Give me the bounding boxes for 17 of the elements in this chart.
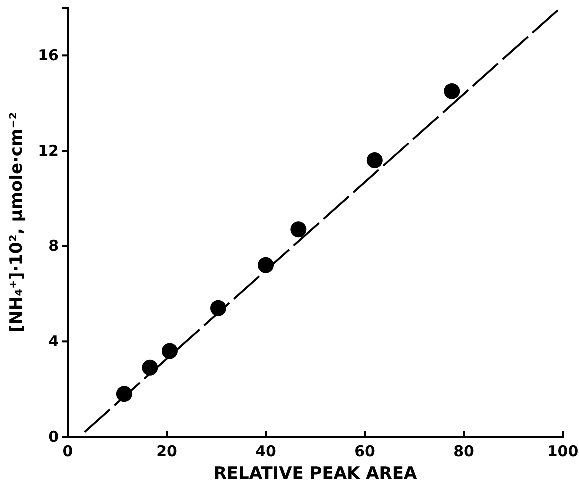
point: [290, 222, 307, 238]
x-tick-label: 0: [62, 442, 74, 460]
x-tick-label: 100: [547, 442, 579, 460]
y-axis-title: [NH₄⁺]·10², μmole·cm⁻²: [7, 112, 27, 333]
x-tick-label: 60: [354, 442, 376, 460]
y-tick-label: 4: [48, 332, 59, 350]
y-tick-label: 8: [48, 237, 59, 256]
y-tick-label: 0: [48, 428, 59, 446]
x-tick-label: 80: [454, 442, 474, 460]
point: [444, 83, 460, 100]
point: [366, 152, 383, 168]
y-tick-label: 12: [38, 142, 59, 160]
x-axis-title: RELATIVE PEAK AREA: [214, 464, 418, 484]
y-tick-label: 16: [38, 46, 59, 64]
x-tick-label: 40: [256, 442, 276, 460]
point: [162, 343, 178, 360]
x-tick-label: 20: [156, 442, 178, 460]
